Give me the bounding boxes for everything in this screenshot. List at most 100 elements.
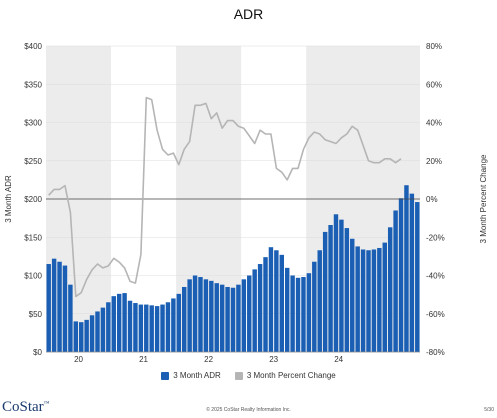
bar-adr (187, 279, 192, 352)
x-tick-label: 21 (139, 355, 148, 364)
bar-adr (225, 286, 230, 352)
bar-adr (328, 225, 333, 352)
bar-adr (68, 284, 73, 352)
bar-adr (95, 311, 100, 352)
bar-adr (214, 283, 219, 352)
left-tick-label: $150 (24, 233, 42, 242)
bar-adr (171, 298, 176, 352)
legend-item-percent-change[interactable]: 3 Month Percent Change (234, 371, 336, 380)
bar-adr (312, 261, 317, 352)
bar-adr (127, 300, 133, 352)
legend-item-adr[interactable]: 3 Month ADR (161, 371, 221, 380)
bar-adr (268, 247, 274, 352)
legend: 3 Month ADR 3 Month Percent Change (0, 371, 497, 380)
bar-adr (138, 304, 144, 352)
right-tick-label: 60% (426, 80, 442, 89)
bar-adr (149, 305, 154, 352)
x-tick-label: 20 (74, 355, 83, 364)
y-axis-right-title: 3 Month Percent Change (479, 154, 488, 243)
bar-adr (73, 321, 79, 352)
bar-adr (350, 238, 355, 352)
bar-adr (398, 198, 404, 352)
right-tick-label: -20% (426, 233, 445, 242)
left-tick-label: $50 (29, 310, 43, 319)
bar-adr (154, 306, 160, 352)
legend-swatch-adr (161, 371, 170, 380)
bar-adr (51, 258, 57, 352)
right-tick-label: -40% (426, 272, 445, 281)
bar-adr (133, 303, 138, 352)
bar-adr (111, 296, 116, 352)
bar-adr (79, 322, 84, 352)
legend-swatch-percent-change (234, 371, 243, 380)
bar-adr (247, 275, 252, 352)
left-tick-label: $400 (24, 42, 42, 51)
left-tick-label: $0 (33, 348, 42, 357)
bar-adr (279, 254, 285, 352)
bar-adr (219, 284, 225, 352)
bar-adr (360, 249, 366, 352)
bar-adr (198, 277, 203, 352)
page-number: 5/30 (484, 407, 494, 413)
bar-adr (387, 227, 393, 352)
line-percent-change (48, 96, 402, 298)
legend-label-percent-change: 3 Month Percent Change (246, 371, 336, 380)
bar-adr (46, 264, 51, 352)
costar-logo: CoStar™ (2, 399, 50, 416)
bar-adr (176, 293, 182, 352)
y-axis-left-title: 3 Month ADR (4, 175, 13, 223)
bar-adr (415, 202, 420, 352)
bar-adr (301, 277, 306, 352)
bar-adr (382, 242, 387, 352)
x-tick-label: 23 (269, 355, 278, 364)
bar-adr (116, 293, 122, 352)
x-tick-label: 24 (334, 355, 343, 364)
bar-adr (84, 319, 89, 352)
bar-adr (252, 269, 257, 352)
bar-adr (89, 315, 95, 352)
bar-adr (192, 275, 198, 352)
bar-adr (100, 307, 106, 352)
right-tick-label: 40% (426, 119, 442, 128)
bar-adr (404, 185, 409, 352)
costar-logo-mark: ™ (43, 401, 50, 407)
bar-adr (284, 267, 290, 352)
bar-adr (241, 279, 247, 352)
bar-adr (290, 275, 295, 352)
bar-adr (366, 250, 371, 352)
bar-adr (322, 231, 328, 352)
bar-adr (106, 302, 111, 352)
left-tick-label: $200 (24, 195, 42, 204)
adr-chart: $0 $50 $100 $150 $200 $250 $300 $350 $400 -80% -60… (4, 42, 488, 364)
copyright-text: © 2025 CoStar Realty Information Inc. (206, 407, 291, 413)
right-tick-label: 20% (426, 157, 442, 166)
left-tick-label: $300 (24, 119, 42, 128)
left-tick-label: $250 (24, 157, 42, 166)
bar-adr (230, 287, 236, 352)
bar-adr (344, 228, 350, 352)
bar-adr (317, 250, 322, 352)
right-tick-label: -80% (426, 348, 445, 357)
legend-label-adr: 3 Month ADR (173, 371, 221, 380)
bar-adr (57, 261, 62, 352)
bar-adr (181, 286, 187, 352)
right-tick-label: 80% (426, 42, 442, 51)
bar-adr (339, 219, 344, 352)
bar-adr (263, 257, 268, 352)
bar-adr (165, 302, 171, 352)
bar-adr (122, 293, 127, 352)
bar-adr (236, 284, 241, 352)
bar-adr (306, 273, 312, 352)
left-tick-label: $350 (24, 80, 42, 89)
bar-adr (209, 280, 214, 352)
costar-logo-text: CoStar (2, 399, 44, 415)
bar-adr (355, 246, 360, 352)
bar-adr (62, 265, 68, 352)
bar-adr (160, 304, 165, 352)
bar-adr (371, 249, 377, 352)
chart-title: ADR (233, 6, 264, 22)
right-tick-label: 0% (426, 195, 438, 204)
bar-adr (393, 210, 398, 352)
bar-adr (203, 279, 209, 352)
bar-adr (274, 250, 279, 352)
